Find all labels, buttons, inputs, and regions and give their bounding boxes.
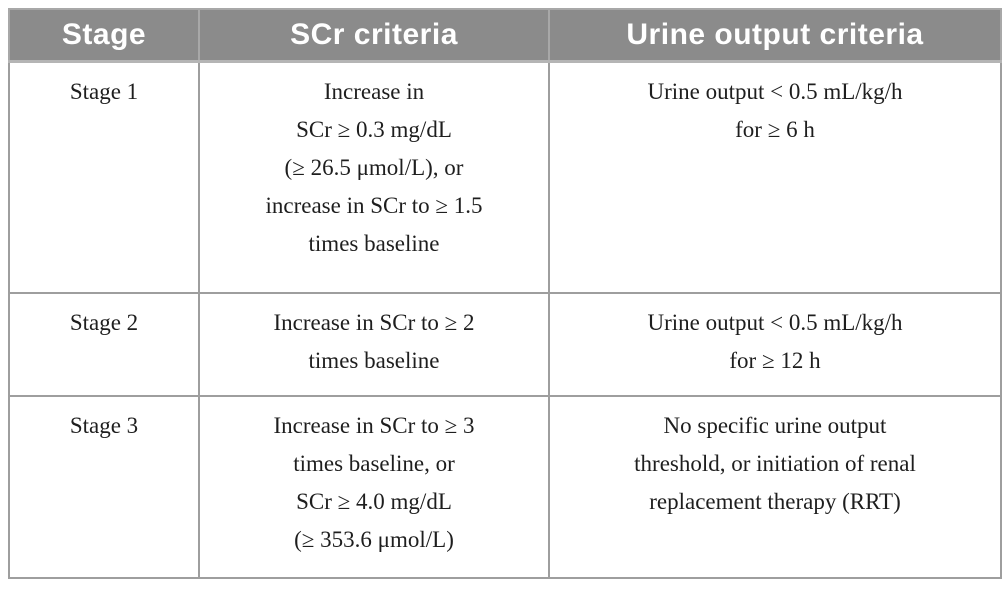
urine-criteria-cell: No specific urine output threshold, or i… [548,394,1002,579]
urine-criteria-cell: Urine output < 0.5 mL/kg/h for ≥ 6 h [548,60,1002,294]
table-row: Stage 2 Increase in SCr to ≥ 2 times bas… [8,291,1002,397]
urine-criteria-cell: Urine output < 0.5 mL/kg/h for ≥ 12 h [548,291,1002,397]
stage-cell: Stage 2 [8,291,200,397]
scr-criteria-cell: Increase in SCr to ≥ 2 times baseline [198,291,550,397]
table-row: Stage 3 Increase in SCr to ≥ 3 times bas… [8,394,1002,579]
stage-cell: Stage 3 [8,394,200,579]
stage-cell: Stage 1 [8,60,200,294]
header-cell-scr-criteria: SCr criteria [198,8,550,63]
table-row: Stage 1 Increase in SCr ≥ 0.3 mg/dL (≥ 2… [8,60,1002,294]
aki-staging-table: Stage SCr criteria Urine output criteria… [8,8,1002,579]
scr-criteria-cell: Increase in SCr ≥ 0.3 mg/dL (≥ 26.5 μmol… [198,60,550,294]
header-cell-urine-output-criteria: Urine output criteria [548,8,1002,63]
table-header-row: Stage SCr criteria Urine output criteria [8,8,1002,63]
header-cell-stage: Stage [8,8,200,63]
scr-criteria-cell: Increase in SCr to ≥ 3 times baseline, o… [198,394,550,579]
